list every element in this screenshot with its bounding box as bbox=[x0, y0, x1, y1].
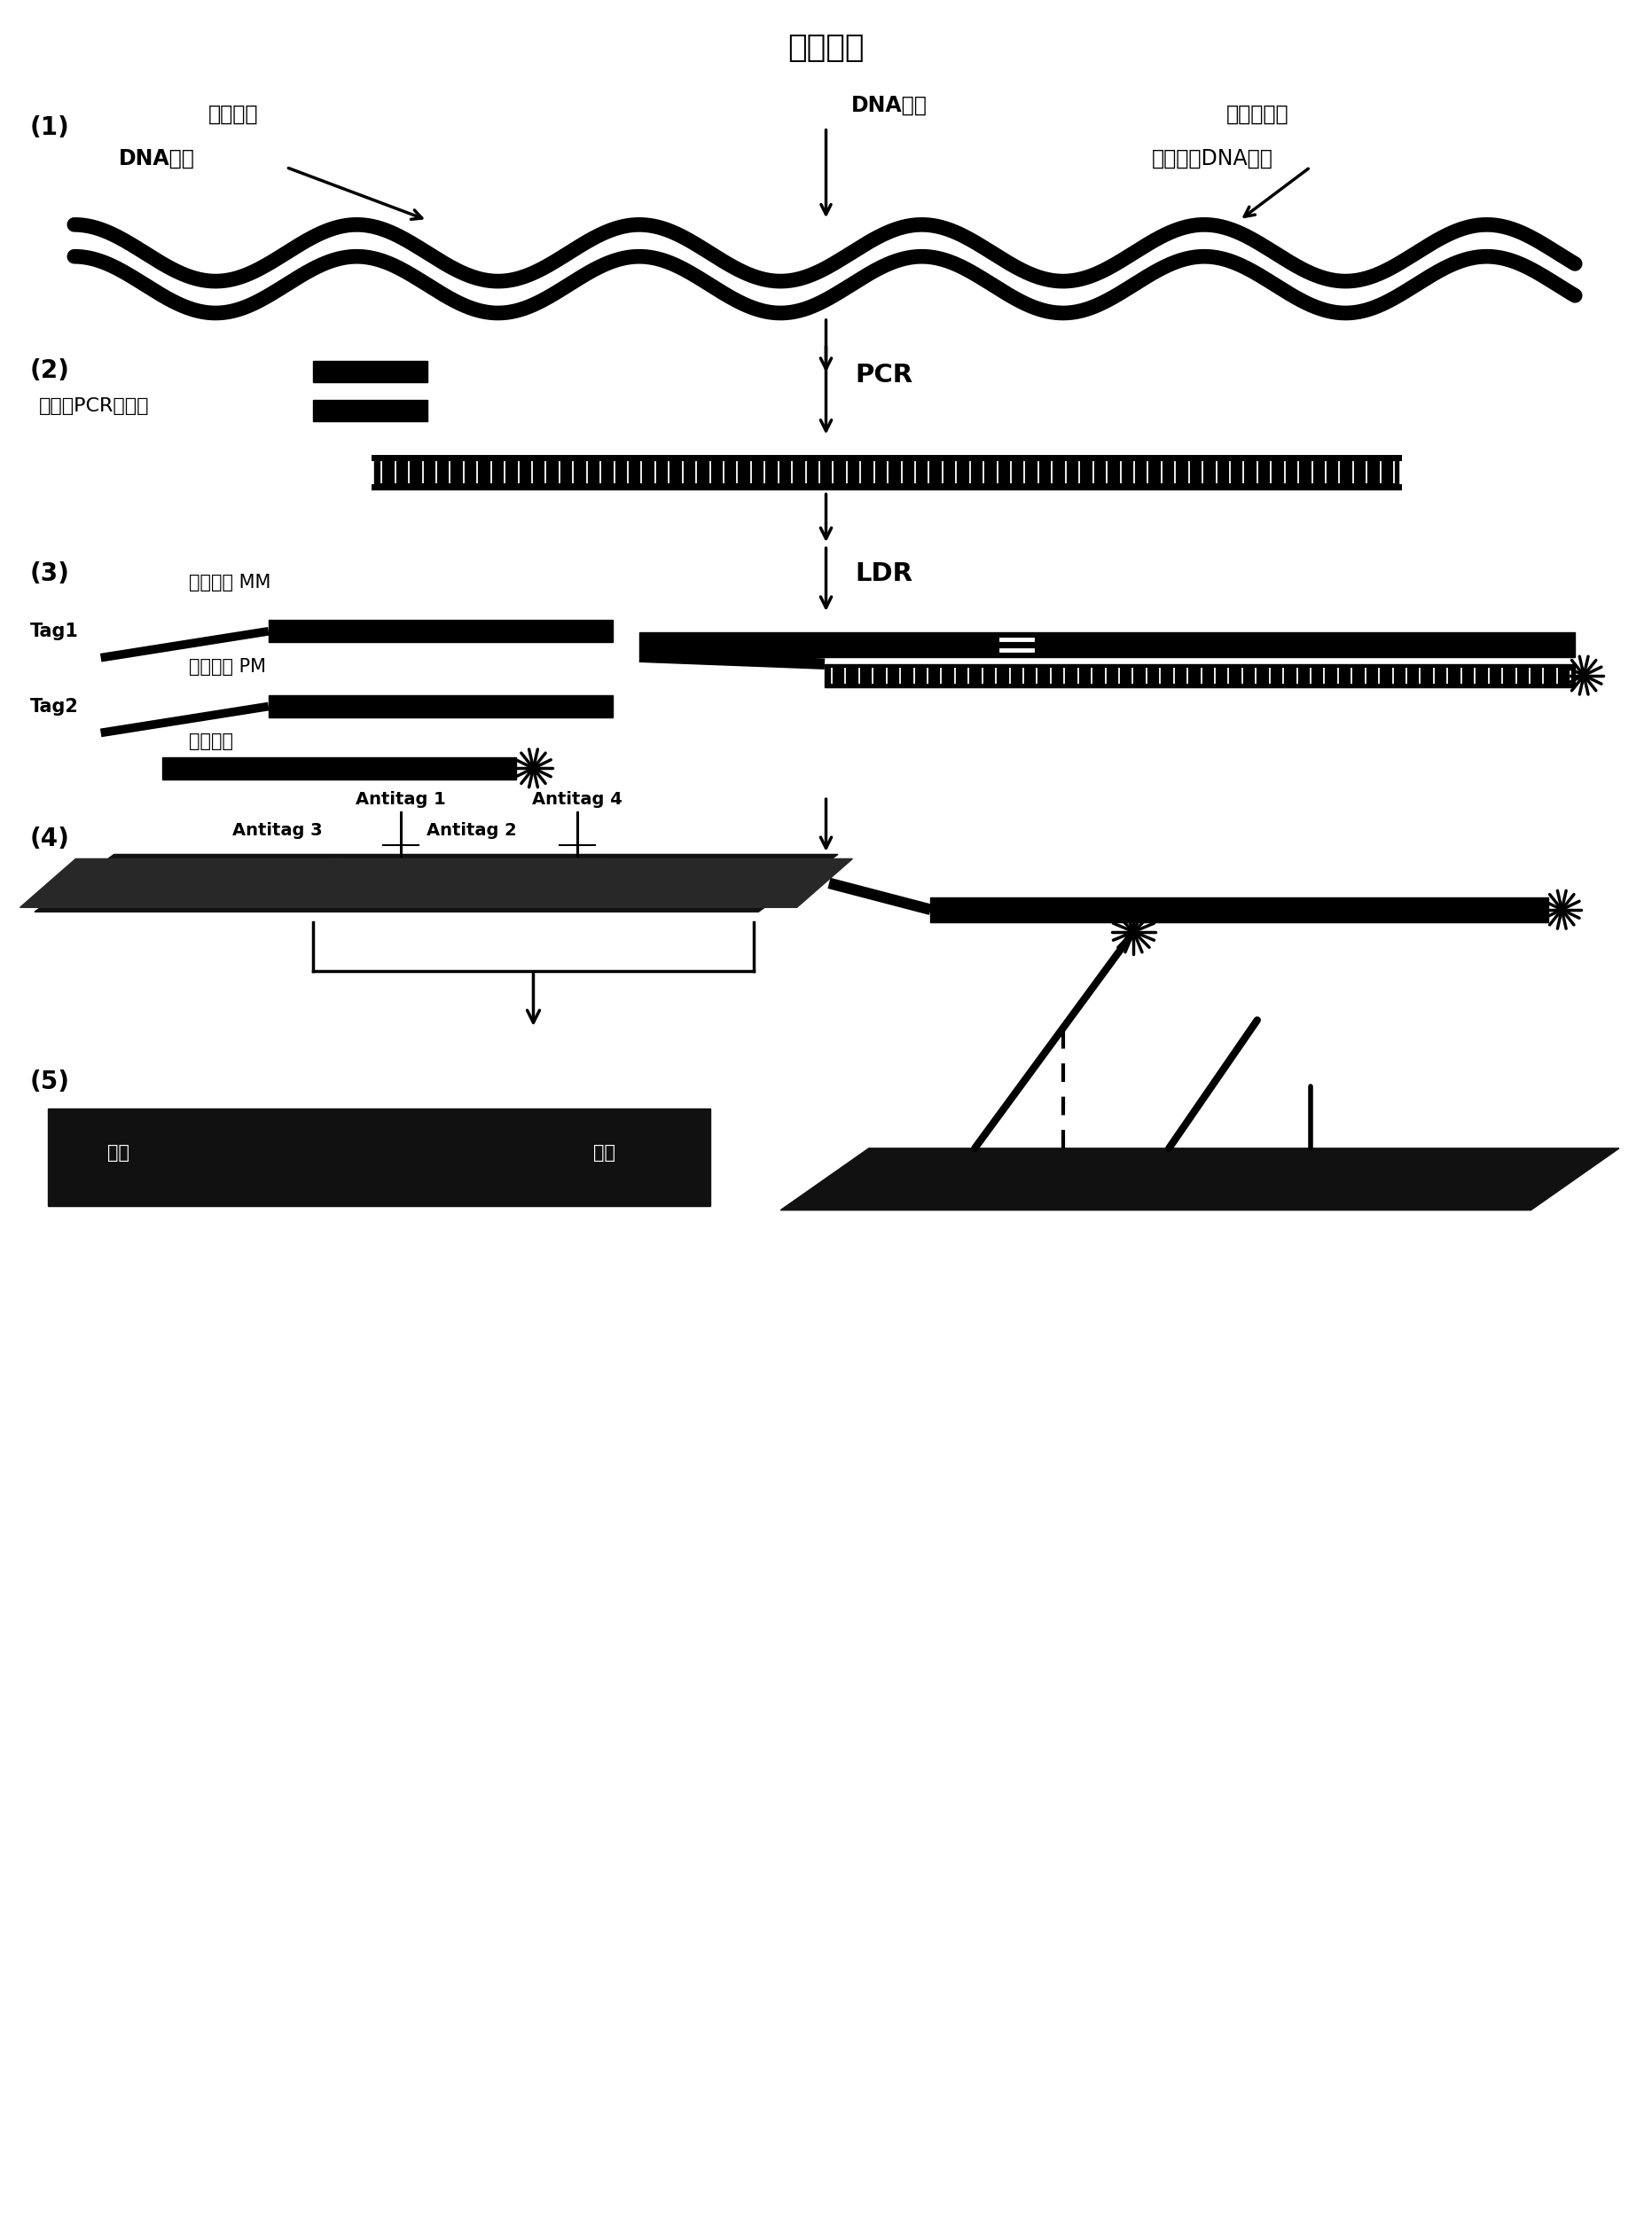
Text: (3): (3) bbox=[30, 561, 69, 585]
Text: 区别探针 PM: 区别探针 PM bbox=[188, 658, 266, 676]
Bar bbox=[48, 1108, 710, 1206]
Bar bbox=[269, 696, 613, 718]
Bar bbox=[375, 457, 1399, 488]
Text: 区别探针 MM: 区别探针 MM bbox=[188, 574, 271, 592]
Polygon shape bbox=[20, 858, 342, 907]
Text: 病原微生物: 病原微生物 bbox=[1226, 104, 1289, 124]
Bar bbox=[312, 361, 428, 381]
Text: 特异性PCR引物对: 特异性PCR引物对 bbox=[40, 397, 149, 415]
Text: Tag2: Tag2 bbox=[30, 698, 79, 716]
Text: Antitag 2: Antitag 2 bbox=[426, 823, 517, 838]
Text: 阳性: 阳性 bbox=[107, 1144, 129, 1162]
Text: (5): (5) bbox=[30, 1069, 69, 1095]
Polygon shape bbox=[530, 858, 852, 907]
Bar bbox=[162, 758, 515, 778]
Bar bbox=[639, 632, 1574, 656]
Polygon shape bbox=[780, 1148, 1619, 1210]
Text: 核酸样本: 核酸样本 bbox=[788, 33, 864, 62]
Text: 阴性: 阴性 bbox=[593, 1144, 615, 1162]
Text: Antitag 3: Antitag 3 bbox=[233, 823, 322, 838]
Text: 组织细胞: 组织细胞 bbox=[208, 104, 258, 124]
Bar bbox=[824, 663, 1574, 687]
Text: Antitag 1: Antitag 1 bbox=[355, 791, 446, 807]
Text: DNA抽提: DNA抽提 bbox=[119, 149, 195, 168]
Bar bbox=[312, 399, 428, 421]
Bar bbox=[930, 898, 1548, 922]
Text: (2): (2) bbox=[30, 359, 69, 384]
Text: Antitag 4: Antitag 4 bbox=[532, 791, 623, 807]
Text: (4): (4) bbox=[30, 827, 69, 851]
Text: PCR: PCR bbox=[856, 364, 914, 388]
Text: (1): (1) bbox=[30, 115, 69, 140]
Polygon shape bbox=[35, 854, 838, 911]
Text: LDR: LDR bbox=[856, 561, 914, 585]
Text: Tag1: Tag1 bbox=[30, 623, 79, 641]
Text: 细胞裂解DNA释放: 细胞裂解DNA释放 bbox=[1151, 149, 1272, 168]
Text: 通用探针: 通用探针 bbox=[188, 734, 233, 752]
Bar bbox=[269, 621, 613, 643]
Polygon shape bbox=[278, 858, 608, 907]
Text: DNA获取: DNA获取 bbox=[851, 95, 927, 115]
